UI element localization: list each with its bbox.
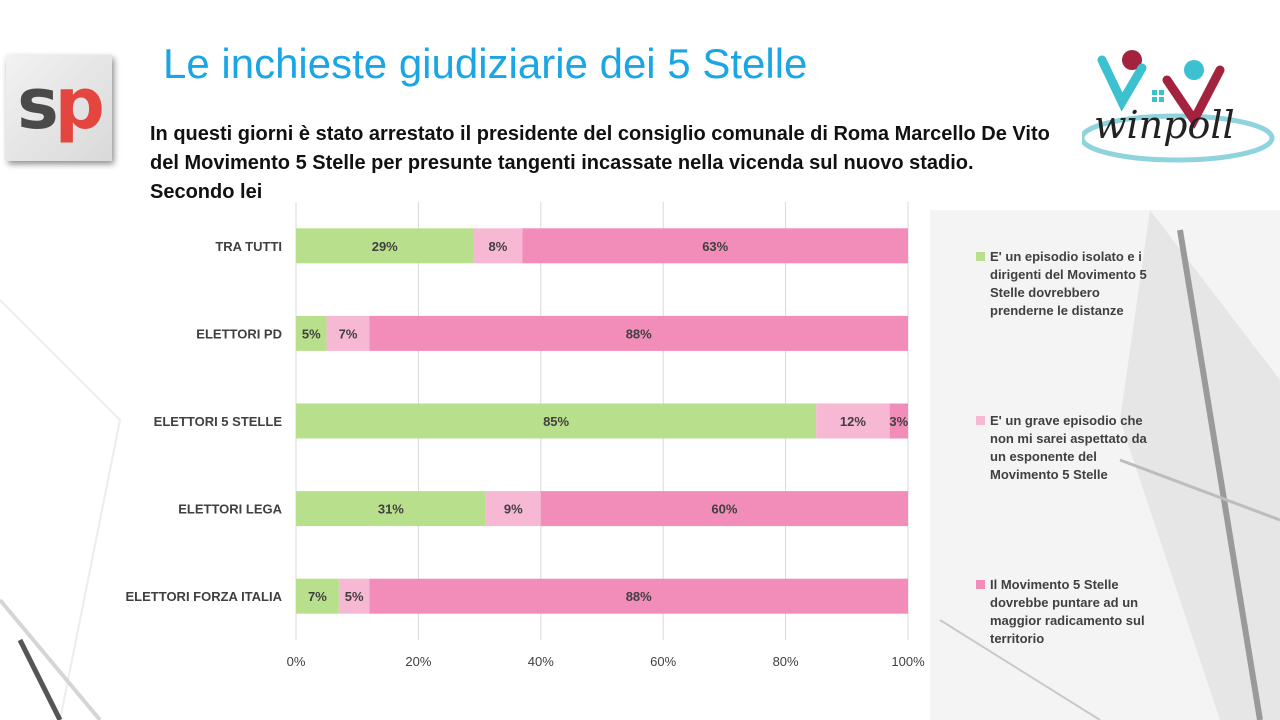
bar-segment (296, 315, 327, 351)
logo-person-red-head (1122, 50, 1142, 70)
bar-segment (540, 491, 908, 527)
winpoll-logo: winpoll (1079, 50, 1275, 163)
winpoll-logo-text: winpoll (1094, 103, 1235, 147)
category-label: ELETTORI FORZA ITALIA (126, 589, 283, 604)
x-tick-label: 0% (287, 654, 306, 669)
category-label: ELETTORI LEGA (178, 502, 282, 517)
x-tick-label: 80% (773, 654, 799, 669)
bar-segment (296, 491, 486, 527)
x-tick-label: 100% (891, 654, 925, 669)
legend-label: Il Movimento 5 Stelle dovrebbe puntare a… (990, 577, 1145, 646)
bar-segment (889, 403, 908, 439)
bar-segment (326, 315, 370, 351)
data-label: 5% (302, 326, 321, 341)
x-tick-label: 40% (528, 654, 554, 669)
legend-label: E' un grave episodio che non mi sarei as… (990, 413, 1147, 482)
legend-item: Il Movimento 5 Stelle dovrebbe puntare a… (976, 576, 1166, 648)
bar-segment (296, 403, 817, 439)
legend-swatch (976, 580, 985, 589)
data-label: 63% (702, 239, 728, 254)
legend-swatch (976, 416, 985, 425)
legend-swatch (976, 252, 985, 261)
bar-segment (473, 228, 523, 264)
bar-segment (296, 228, 474, 264)
data-label: 8% (489, 239, 508, 254)
sp-logo: sp (6, 55, 112, 161)
data-label: 7% (339, 326, 358, 341)
data-label: 88% (626, 589, 652, 604)
slide-title: Le inchieste giudiziarie dei 5 Stelle (163, 40, 808, 87)
data-label: 88% (626, 326, 652, 341)
data-label: 31% (378, 502, 404, 517)
x-tick-label: 60% (650, 654, 676, 669)
logo-person-blue-head (1184, 60, 1204, 80)
bar-segment (369, 315, 908, 351)
legend-label: E' un episodio isolato e i dirigenti del… (990, 249, 1147, 318)
category-label: ELETTORI 5 STELLE (154, 414, 283, 429)
data-label: 60% (711, 502, 737, 517)
bar-segment (485, 491, 541, 527)
sp-logo-s: s (17, 63, 59, 145)
category-label: ELETTORI PD (196, 326, 282, 341)
bar-segment (338, 578, 370, 614)
category-label: TRA TUTTI (215, 239, 282, 254)
sp-logo-p: p (54, 63, 105, 145)
data-label: 3% (889, 414, 908, 429)
survey-question: In questi giorni è stato arrestato il pr… (150, 123, 1050, 203)
winpoll-logo-box: winpoll (1079, 40, 1280, 210)
data-label: 7% (308, 589, 327, 604)
bar-segment (369, 578, 908, 614)
bar-segment (522, 228, 908, 264)
data-label: 85% (543, 414, 569, 429)
bar-segment (296, 578, 339, 614)
legend-item: E' un grave episodio che non mi sarei as… (976, 412, 1166, 484)
data-label: 5% (345, 589, 364, 604)
data-label: 12% (840, 414, 866, 429)
legend-item: E' un episodio isolato e i dirigenti del… (976, 248, 1166, 320)
data-label: 29% (372, 239, 398, 254)
data-label: 9% (504, 502, 523, 517)
bar-segment (816, 403, 890, 439)
x-tick-label: 20% (405, 654, 431, 669)
